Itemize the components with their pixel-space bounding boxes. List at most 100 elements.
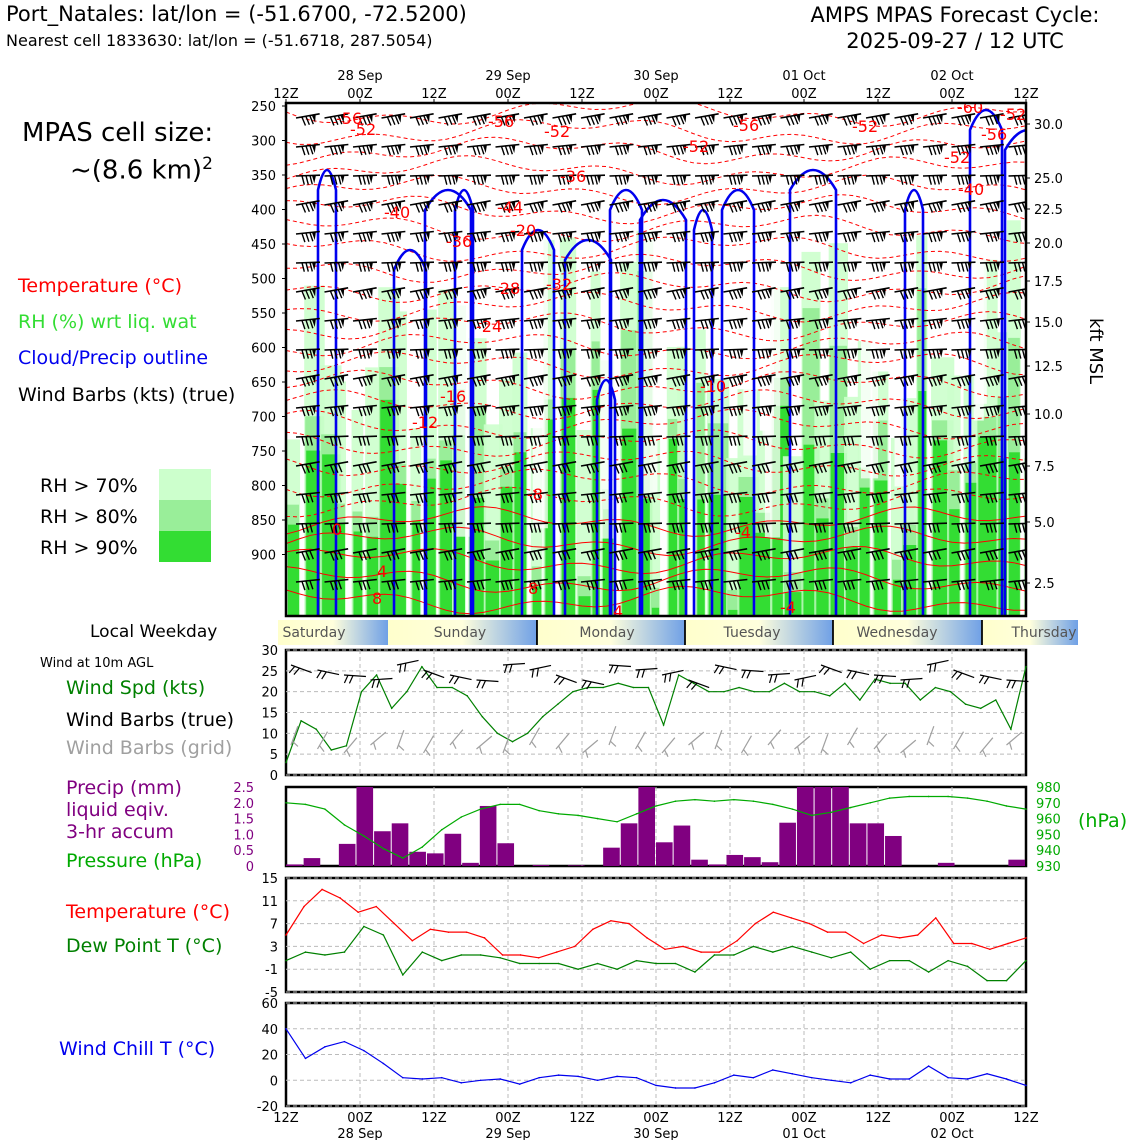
barb-feather: [533, 349, 537, 359]
barb-feather: [679, 145, 685, 155]
barb-feather: [708, 289, 713, 299]
wind-barb: [552, 348, 577, 359]
barb-feather: [529, 407, 534, 417]
barb-feather: [956, 436, 961, 446]
barb-feather: [472, 290, 478, 300]
barb-shaft: [438, 348, 463, 351]
barb-flag: [454, 231, 459, 241]
barb-feather: [504, 580, 510, 590]
barb-feather: [309, 523, 313, 533]
barb-feather: [643, 377, 649, 387]
barb-feather: [671, 320, 677, 330]
grid-barb: [370, 731, 387, 750]
barb-feather: [622, 349, 627, 359]
barb-shaft: [396, 730, 405, 750]
barb-feather: [386, 494, 392, 504]
barb-feather: [537, 202, 542, 212]
barb-shaft: [466, 113, 491, 119]
barb-feather: [704, 262, 708, 272]
wind-barb: [637, 317, 662, 330]
barb-shaft: [495, 261, 520, 264]
wind-speed-line-point: [1025, 665, 1027, 668]
barb-feather: [423, 232, 428, 242]
legend-rh70-swatch: [159, 469, 211, 500]
wind-barb: [666, 461, 691, 474]
barb-feather: [423, 349, 427, 359]
barb-flag: [796, 175, 801, 184]
barb-flag: [311, 114, 316, 123]
barb-shaft: [295, 113, 320, 119]
barb-feather: [899, 175, 904, 185]
temp-contour-label: -4: [735, 523, 751, 542]
barb-feather: [956, 523, 961, 533]
barb-flag: [682, 318, 687, 328]
barb-feather: [704, 406, 709, 416]
barb-feather: [386, 581, 392, 591]
barb-feather: [301, 262, 305, 272]
dewpoint-line-point: [382, 934, 385, 936]
temp-contour-label: 8: [372, 589, 382, 608]
barb-shaft: [894, 261, 919, 264]
barb-feather: [390, 493, 396, 503]
barb-feather: [333, 436, 338, 446]
barb-feather: [622, 406, 628, 416]
wind-barb: [495, 174, 520, 185]
true-barb: [608, 664, 631, 674]
wind-barb: [324, 113, 349, 126]
barb-feather: [533, 175, 537, 185]
barb-feather: [472, 203, 478, 213]
barb-shaft: [837, 348, 862, 351]
barb-feather: [785, 233, 791, 243]
wind-barb: [552, 230, 577, 243]
pressure-line-point: [499, 803, 502, 806]
temperature-line-point: [754, 922, 757, 925]
barb-feather: [472, 494, 477, 504]
wind-barb: [894, 261, 919, 272]
barb-feather: [928, 320, 933, 330]
barb-feather: [814, 407, 819, 417]
barb-feather: [846, 406, 852, 416]
pressure-tick: 950: [1036, 828, 1061, 843]
barb-shaft: [466, 491, 491, 496]
barb-shaft: [767, 672, 790, 676]
wind-barb: [694, 491, 719, 504]
barb-shaft: [409, 230, 434, 235]
precip-bar: [426, 853, 444, 866]
weekday-name: Monday: [579, 625, 634, 641]
barb-feather: [822, 436, 826, 446]
y-tick-label: 15: [261, 872, 278, 887]
wind-barb: [808, 435, 834, 446]
wind-barb: [352, 143, 377, 156]
barb-feather: [903, 349, 908, 359]
barb-flag: [368, 114, 373, 123]
barb-flag: [853, 405, 858, 415]
barb-shaft: [723, 200, 748, 206]
barb-feather: [671, 262, 676, 272]
barb-shaft: [438, 174, 463, 177]
precip-tick: 1.5: [233, 813, 254, 828]
barb-feather: [337, 550, 343, 560]
barb-shaft: [865, 200, 890, 206]
wind-barb: [979, 174, 1005, 185]
barb-shaft: [523, 230, 548, 235]
pressure-tick: 940: [1036, 844, 1061, 859]
barb-feather: [504, 550, 510, 561]
windchill-line-point: [596, 1079, 599, 1082]
barb-flag: [511, 375, 516, 384]
barb-feather: [850, 463, 856, 473]
barb-shaft: [694, 348, 720, 351]
grid-barb: [634, 731, 647, 752]
barb-feather: [586, 523, 590, 533]
barb-shaft: [637, 374, 662, 380]
barb-feather: [301, 175, 305, 185]
barb-flag: [425, 262, 430, 271]
barb-shaft: [894, 317, 919, 322]
barb-feather: [964, 436, 969, 446]
barb-shaft: [438, 230, 463, 235]
barb-feather: [301, 407, 306, 417]
barb-feather: [871, 581, 876, 591]
barb-feather: [500, 436, 505, 446]
barb-feather: [451, 550, 457, 560]
barb-feather: [309, 550, 314, 560]
top-date-label: 29 Sep: [485, 69, 530, 84]
